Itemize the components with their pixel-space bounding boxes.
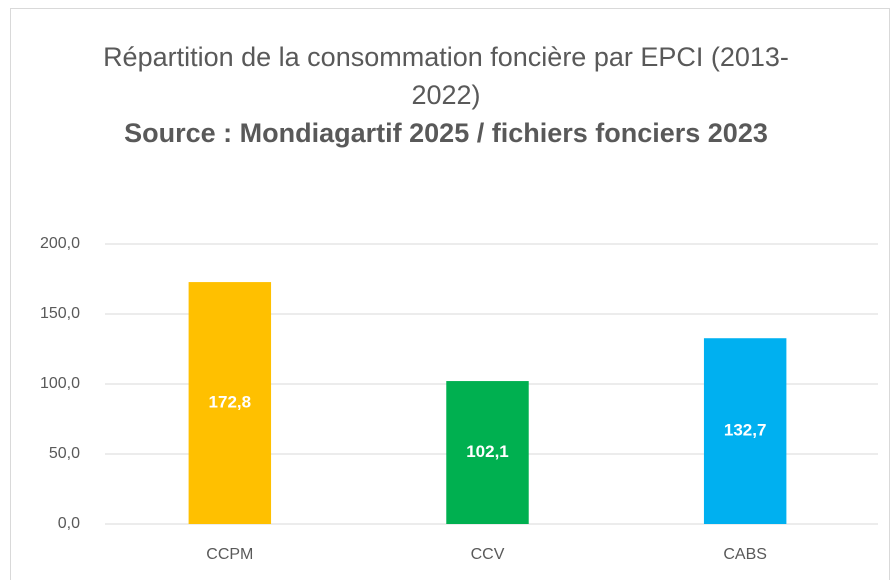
y-tick-label: 0,0	[58, 515, 80, 532]
bar	[703, 338, 787, 524]
y-tick-label: 200,0	[40, 235, 80, 252]
y-tick-label: 100,0	[40, 375, 80, 392]
y-tick-label: 50,0	[49, 445, 80, 462]
value-label: 172,8	[209, 393, 252, 412]
value-label: 132,7	[724, 421, 767, 440]
chart-title: Répartition de la consommation foncière …	[103, 42, 789, 110]
bar	[446, 381, 529, 524]
chart-frame	[10, 8, 890, 580]
value-label: 102,1	[466, 442, 509, 461]
titles: Répartition de la consommation foncière …	[86, 38, 806, 152]
chart-subtitle: Source : Mondiagartif 2025 / fichiers fo…	[124, 118, 768, 148]
x-tick-label: CCV	[471, 546, 505, 563]
bar	[188, 282, 272, 524]
x-tick-label: CABS	[723, 546, 767, 563]
x-tick-label: CCPM	[206, 546, 253, 563]
y-tick-label: 150,0	[40, 305, 80, 322]
